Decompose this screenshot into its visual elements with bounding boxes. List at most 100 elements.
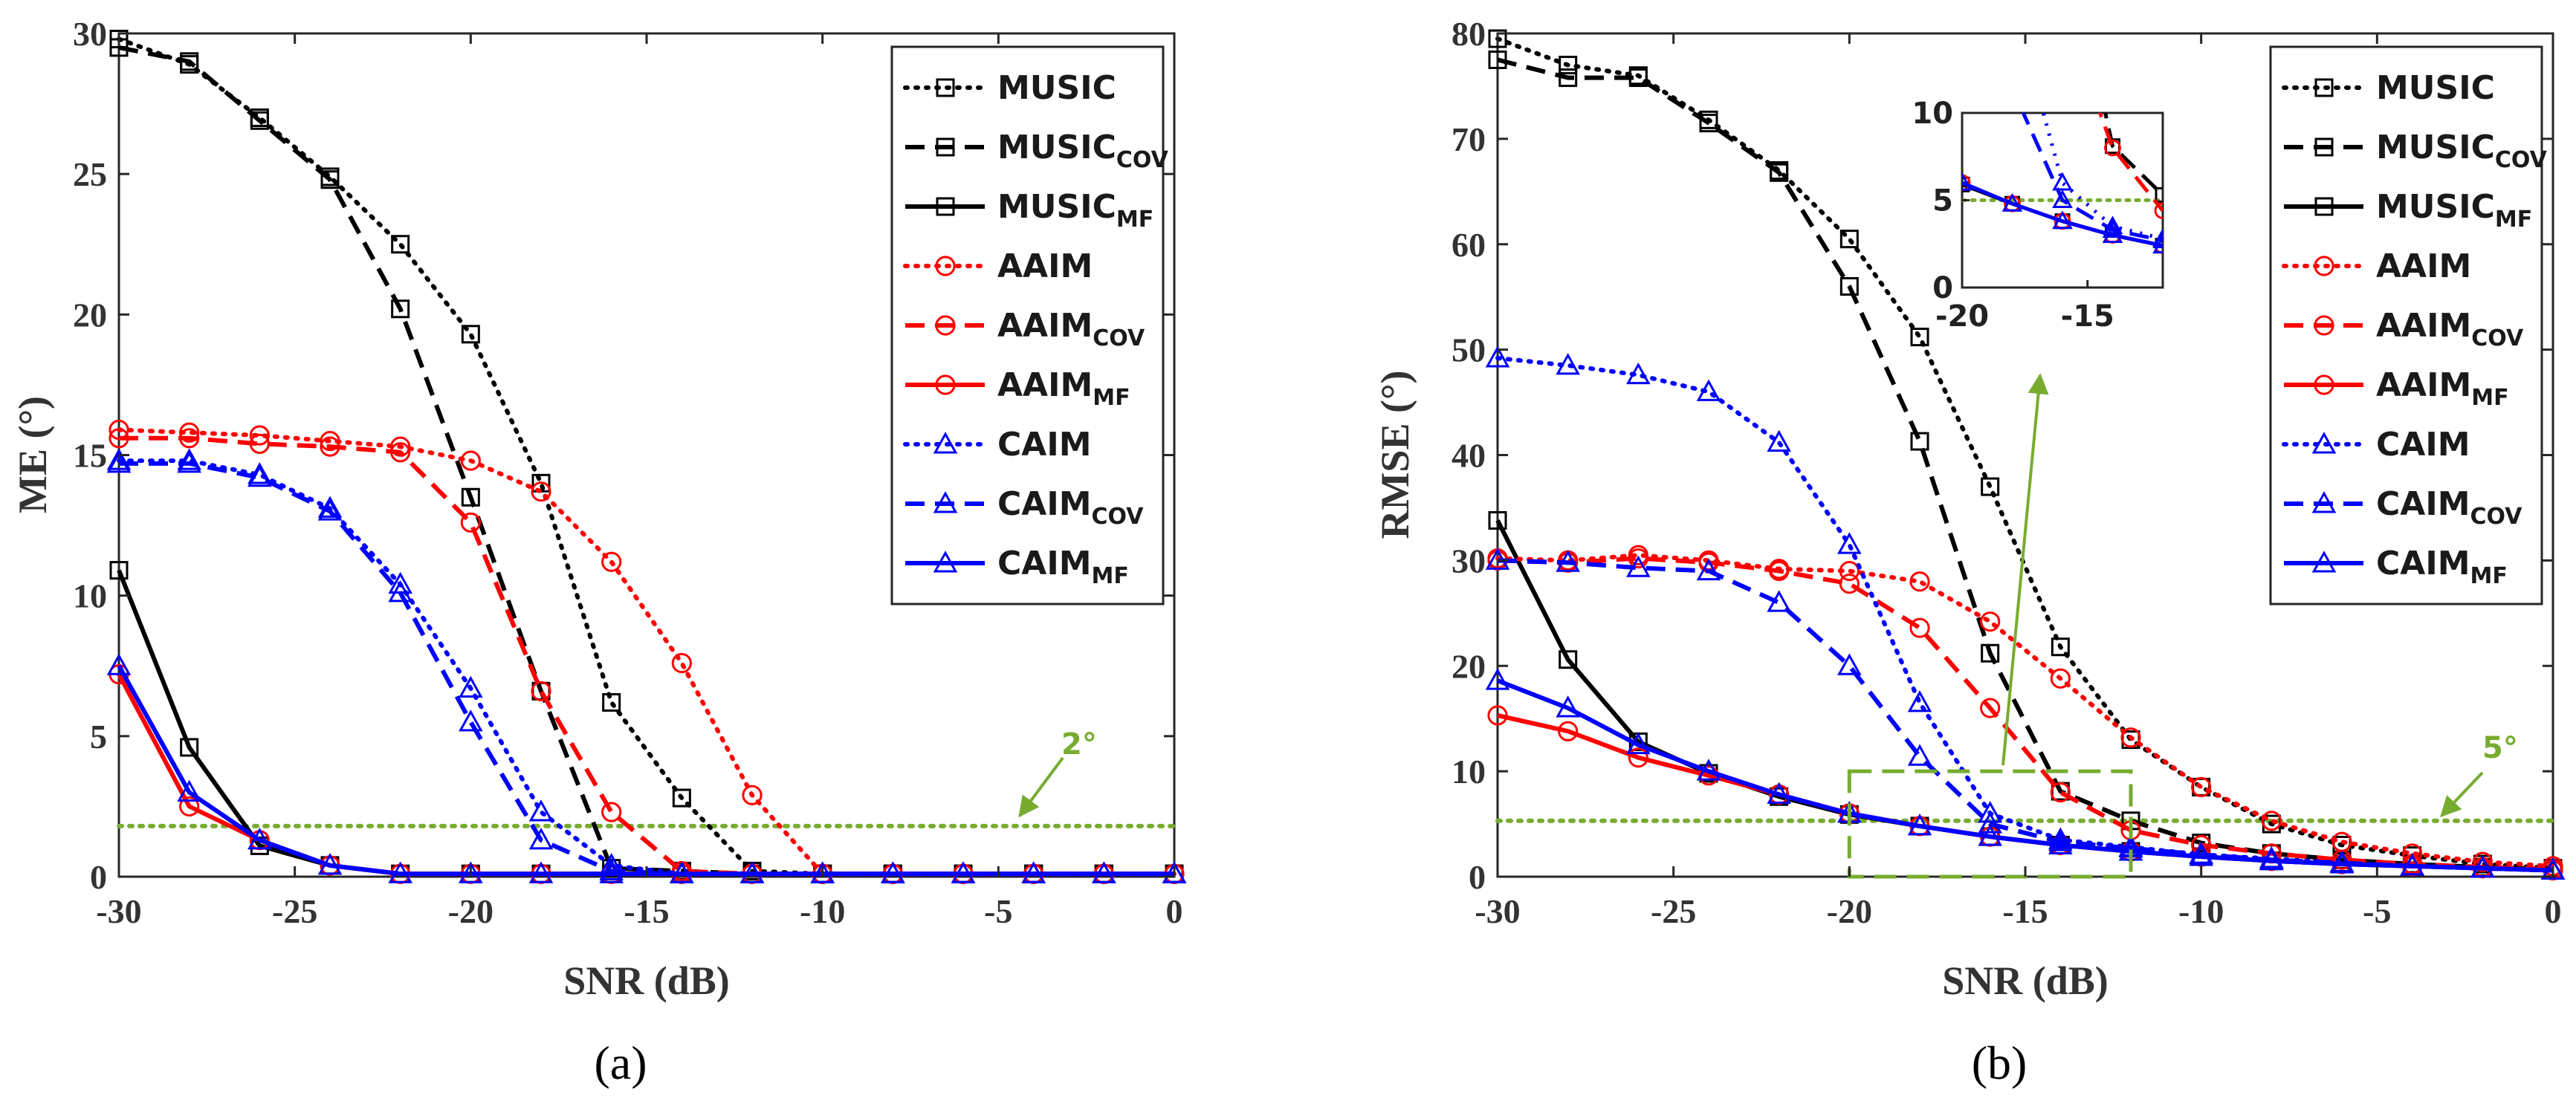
data-point xyxy=(460,450,481,471)
data-point xyxy=(740,861,765,883)
data-point xyxy=(247,827,272,850)
y-tick-label: 80 xyxy=(1452,15,1486,53)
data-point xyxy=(742,785,763,805)
data-point xyxy=(460,512,481,533)
data-point xyxy=(459,675,483,698)
data-point xyxy=(2472,851,2493,872)
y-tick-label: 5 xyxy=(90,718,107,756)
x-tick-label: -15 xyxy=(2002,892,2048,930)
data-point xyxy=(601,551,622,572)
legend-item: CAIM xyxy=(903,426,1092,464)
threshold-arrow-b xyxy=(2440,771,2484,818)
data-point xyxy=(388,861,412,883)
data-point xyxy=(180,52,199,71)
data-point xyxy=(459,710,483,732)
x-tick-label: -5 xyxy=(2363,892,2391,930)
legend-item: CAIMMF xyxy=(905,545,1129,589)
data-point xyxy=(1696,379,1721,401)
series-group-b xyxy=(1485,29,2566,881)
x-tick-label: -30 xyxy=(96,892,141,930)
legend-marker xyxy=(935,374,956,395)
inset-series-line xyxy=(2021,113,2163,242)
data-point xyxy=(672,788,691,808)
data-point xyxy=(320,436,340,457)
chart-a: -30 -25 -20 -15 -10 -5 0 0 5 10 15 20 25 30 SNR (dB)… xyxy=(10,15,1187,1089)
inset-data-point xyxy=(2104,139,2121,157)
data-point xyxy=(1559,650,1578,669)
legend-label: MUSIC xyxy=(997,69,1116,107)
inset-data-point xyxy=(2052,189,2073,208)
data-point xyxy=(247,462,272,484)
data-point xyxy=(1978,811,2002,834)
zoom-box-b xyxy=(1847,769,2133,879)
inset-data-point xyxy=(2154,202,2163,219)
data-point xyxy=(1626,732,1651,755)
data-point xyxy=(1558,721,1579,741)
legend-marker xyxy=(2314,137,2334,157)
x-tick-label: -20 xyxy=(448,892,493,930)
data-point xyxy=(1980,698,2001,718)
x-tick-label: 0 xyxy=(2545,892,2562,930)
inset-data-point xyxy=(2052,172,2073,191)
data-point xyxy=(1978,801,2002,823)
data-point xyxy=(1488,29,1507,48)
y-tick-label: 60 xyxy=(1452,226,1486,264)
y-tick-label: 10 xyxy=(73,577,107,615)
data-point xyxy=(109,561,129,580)
data-point xyxy=(390,442,411,463)
data-point xyxy=(1556,695,1580,718)
data-point xyxy=(109,428,129,449)
legend-marker xyxy=(2314,374,2334,395)
inset-y-tick-label: 10 xyxy=(1912,97,1953,131)
data-point xyxy=(177,451,201,473)
legend-marker xyxy=(2314,78,2334,97)
legend-label: CAIMMF xyxy=(997,545,1129,589)
inset-data-point xyxy=(2155,186,2163,203)
series-line xyxy=(117,36,1177,877)
y-tick-label: 0 xyxy=(90,858,107,896)
data-point xyxy=(177,448,201,470)
x-axis-label-a: SNR (dB) xyxy=(563,958,730,1003)
data-point xyxy=(2329,851,2355,874)
x-ticks-a: -30 -25 -20 -15 -10 -5 0 xyxy=(96,33,1183,930)
data-point xyxy=(249,433,270,454)
data-point xyxy=(2470,855,2495,878)
zoom-rect-b xyxy=(1847,769,2133,879)
inset-data-point xyxy=(2152,235,2163,254)
legend-marker xyxy=(2311,491,2337,513)
y-tick-label: 0 xyxy=(1469,858,1486,896)
data-point xyxy=(602,692,621,712)
data-point xyxy=(951,861,976,883)
inset-data-point xyxy=(2052,210,2073,230)
inset-content xyxy=(1962,113,2163,254)
data-point xyxy=(1485,668,1510,690)
legend-marker xyxy=(935,256,956,276)
legend-marker xyxy=(936,197,955,216)
data-point xyxy=(2259,848,2284,871)
zoom-arrow-b xyxy=(2001,373,2049,766)
legend-marker xyxy=(2314,315,2334,336)
data-point xyxy=(1556,550,1580,572)
data-point xyxy=(1767,782,1791,804)
data-point xyxy=(1628,548,1648,569)
x-ticks-b: -30 -25 -20 -15 -10 -5 0 xyxy=(1475,33,2562,930)
inset-data-point xyxy=(2102,224,2123,243)
x-axis-label-b: SNR (dB) xyxy=(1942,958,2109,1003)
data-point xyxy=(1907,814,1932,836)
data-point xyxy=(1981,643,2000,663)
y-axis-label-b: RMSE (°) xyxy=(1373,370,1417,539)
data-point xyxy=(531,481,551,502)
inset-data-point xyxy=(2152,230,2163,249)
data-point xyxy=(391,235,410,254)
y-tick-label: 50 xyxy=(1452,331,1486,369)
y-tick-label: 40 xyxy=(1452,437,1486,475)
data-point xyxy=(106,448,132,470)
data-point xyxy=(528,827,554,850)
data-point xyxy=(1839,560,1860,582)
series-line xyxy=(1495,553,2555,869)
legend-item: AAIM xyxy=(903,247,1093,285)
legend-marker xyxy=(2311,432,2337,454)
data-point xyxy=(2048,829,2073,851)
y-axis-label-a: ME (°) xyxy=(10,396,55,513)
